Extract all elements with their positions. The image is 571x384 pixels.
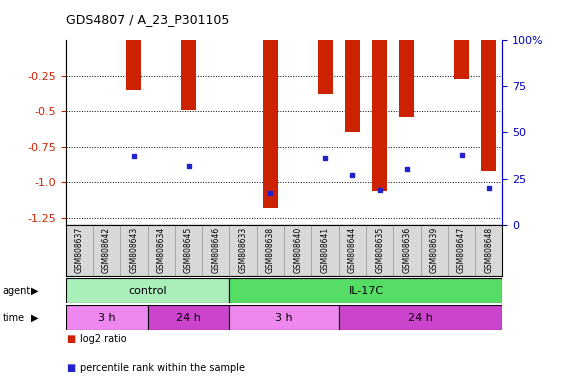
Text: GSM808648: GSM808648 (484, 227, 493, 273)
Text: ▶: ▶ (31, 286, 38, 296)
Text: GSM808646: GSM808646 (211, 227, 220, 273)
Bar (230, 278, 502, 303)
Text: time: time (3, 313, 25, 323)
Text: GSM808636: GSM808636 (403, 227, 412, 273)
Text: control: control (128, 286, 167, 296)
Text: 3 h: 3 h (275, 313, 293, 323)
Text: log2 ratio: log2 ratio (80, 334, 127, 344)
Text: percentile rank within the sample: percentile rank within the sample (80, 363, 245, 373)
Text: GSM808640: GSM808640 (293, 227, 302, 273)
Bar (230, 305, 339, 330)
Text: GSM808637: GSM808637 (75, 227, 84, 273)
Bar (454, 40, 469, 79)
Text: ▶: ▶ (31, 313, 38, 323)
Text: GSM808644: GSM808644 (348, 227, 357, 273)
Bar (339, 305, 502, 330)
Text: GSM808635: GSM808635 (375, 227, 384, 273)
Bar (372, 40, 387, 190)
Text: GSM808643: GSM808643 (130, 227, 138, 273)
Text: ■: ■ (66, 334, 75, 344)
Text: GSM808639: GSM808639 (430, 227, 439, 273)
Text: 24 h: 24 h (176, 313, 201, 323)
Text: IL-17C: IL-17C (348, 286, 384, 296)
Bar (66, 278, 230, 303)
Text: GSM808645: GSM808645 (184, 227, 193, 273)
Text: GSM808647: GSM808647 (457, 227, 466, 273)
Bar (263, 40, 278, 208)
Bar (147, 305, 230, 330)
Bar (345, 40, 360, 132)
Text: GSM808641: GSM808641 (320, 227, 329, 273)
Text: ■: ■ (66, 363, 75, 373)
Text: GDS4807 / A_23_P301105: GDS4807 / A_23_P301105 (66, 13, 229, 26)
Bar (400, 40, 415, 117)
Bar (126, 40, 142, 90)
Text: GSM808633: GSM808633 (239, 227, 248, 273)
Text: GSM808634: GSM808634 (156, 227, 166, 273)
Bar (66, 305, 147, 330)
Text: 24 h: 24 h (408, 313, 433, 323)
Text: GSM808642: GSM808642 (102, 227, 111, 273)
Text: agent: agent (3, 286, 31, 296)
Bar (181, 40, 196, 110)
Bar (481, 40, 496, 171)
Text: 3 h: 3 h (98, 313, 115, 323)
Bar (317, 40, 332, 94)
Text: GSM808638: GSM808638 (266, 227, 275, 273)
